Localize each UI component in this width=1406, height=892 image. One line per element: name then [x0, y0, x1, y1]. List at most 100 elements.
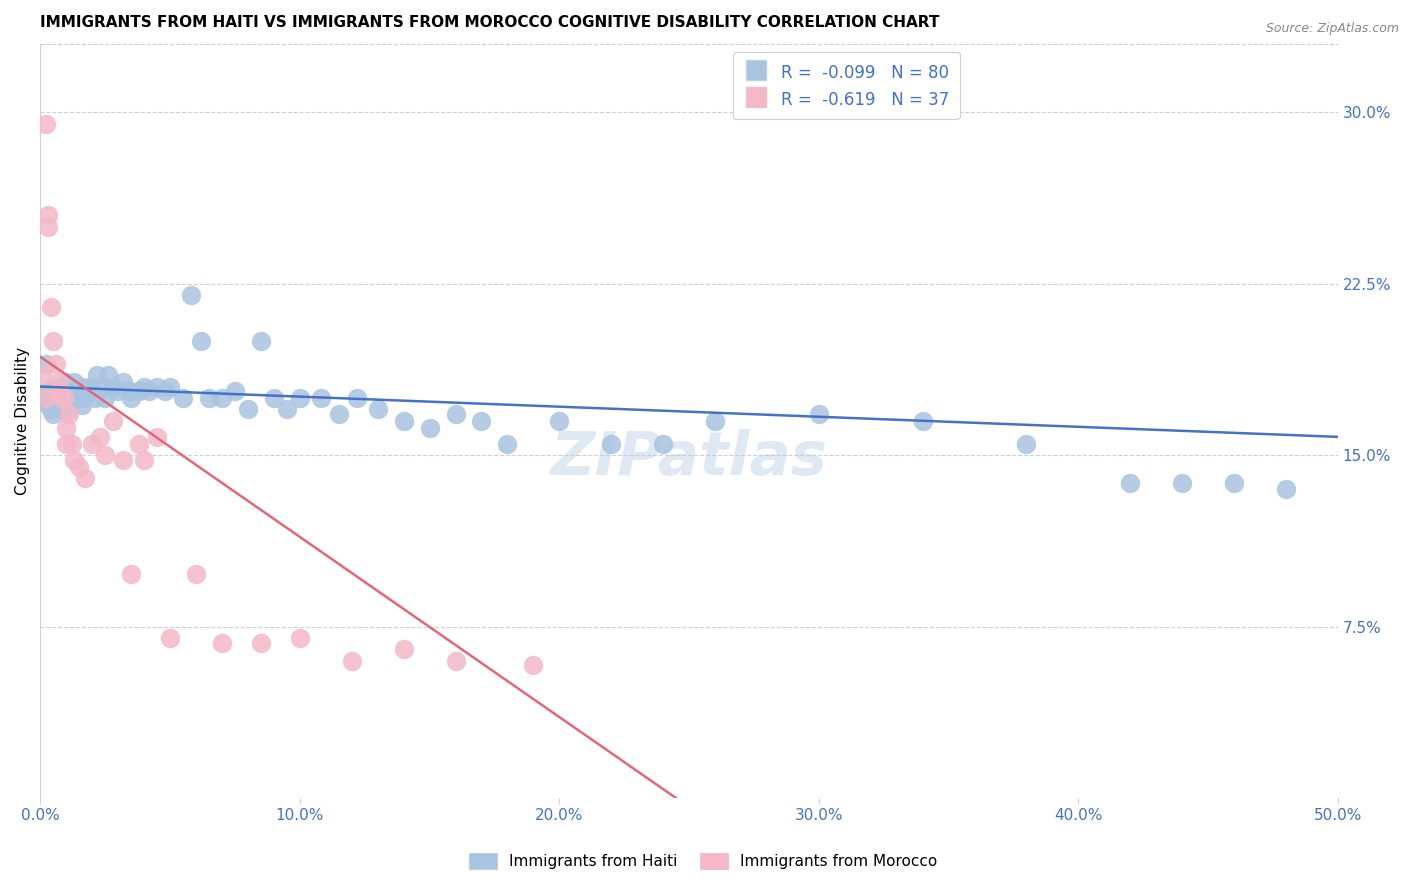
Point [70, 379, 93, 393]
Point [309, 391, 332, 405]
Point [107, 384, 129, 399]
Point [250, 635, 273, 649]
Point [63, 391, 86, 405]
Point [55, 436, 77, 450]
Point [94, 448, 117, 462]
Point [52, 391, 75, 405]
Point [112, 452, 135, 467]
Point [97, 368, 120, 383]
Point [128, 436, 150, 450]
Point [39, 391, 62, 405]
Point [73, 471, 96, 485]
Point [32, 368, 55, 383]
Point [236, 402, 259, 417]
Point [48, 389, 70, 403]
Point [101, 414, 124, 428]
Point [32, 391, 55, 405]
Point [94, 391, 117, 405]
Point [39, 300, 62, 314]
Point [51, 402, 73, 417]
Point [45, 357, 67, 371]
Point [288, 391, 311, 405]
Point [34, 117, 56, 131]
Point [128, 384, 150, 399]
Point [496, 436, 519, 450]
Point [704, 414, 727, 428]
Point [51, 391, 73, 405]
Point [63, 375, 86, 389]
Point [548, 414, 571, 428]
Point [45, 384, 67, 399]
Point [328, 407, 350, 421]
Point [34, 391, 56, 405]
Point [37, 384, 59, 399]
Point [146, 379, 169, 393]
Point [45, 393, 67, 408]
Point [444, 654, 467, 668]
Point [522, 658, 544, 673]
Point [190, 334, 212, 348]
Point [60, 391, 83, 405]
Point [58, 402, 80, 417]
Point [55, 375, 77, 389]
Point [89, 430, 111, 444]
Point [134, 452, 156, 467]
Point [367, 402, 389, 417]
Point [340, 654, 363, 668]
Point [146, 430, 169, 444]
Point [52, 379, 75, 393]
Point [1171, 475, 1194, 490]
Point [48, 384, 70, 399]
Point [120, 567, 142, 582]
Point [67, 391, 90, 405]
Point [224, 384, 246, 399]
Text: ZIPatlas: ZIPatlas [551, 429, 828, 488]
Point [79, 379, 101, 393]
Point [60, 436, 83, 450]
Legend: R =  -0.099   N = 80, R =  -0.619   N = 37: R = -0.099 N = 80, R = -0.619 N = 37 [733, 52, 960, 120]
Legend: Immigrants from Haiti, Immigrants from Morocco: Immigrants from Haiti, Immigrants from M… [463, 847, 943, 875]
Point [37, 208, 59, 222]
Point [159, 631, 181, 645]
Point [39, 402, 62, 417]
Point [652, 436, 675, 450]
Point [250, 334, 273, 348]
Point [91, 379, 114, 393]
Point [60, 384, 83, 399]
Text: IMMIGRANTS FROM HAITI VS IMMIGRANTS FROM MOROCCO COGNITIVE DISABILITY CORRELATIO: IMMIGRANTS FROM HAITI VS IMMIGRANTS FROM… [41, 15, 939, 30]
Point [55, 421, 77, 435]
Point [263, 391, 285, 405]
Point [58, 391, 80, 405]
Point [392, 642, 415, 657]
Point [911, 414, 934, 428]
Point [211, 391, 233, 405]
Y-axis label: Cognitive Disability: Cognitive Disability [15, 347, 30, 495]
Point [42, 379, 65, 393]
Point [346, 391, 368, 405]
Point [419, 421, 441, 435]
Point [83, 391, 105, 405]
Point [48, 398, 70, 412]
Point [86, 368, 108, 383]
Point [37, 398, 59, 412]
Point [42, 407, 65, 421]
Point [66, 384, 89, 399]
Point [58, 407, 80, 421]
Point [153, 384, 176, 399]
Point [807, 407, 830, 421]
Point [51, 391, 73, 405]
Point [67, 459, 90, 474]
Point [1274, 483, 1296, 497]
Point [1015, 436, 1038, 450]
Point [37, 219, 59, 234]
Point [138, 384, 160, 399]
Point [117, 384, 139, 399]
Point [34, 391, 56, 405]
Point [73, 391, 96, 405]
Point [82, 384, 104, 399]
Point [1223, 475, 1246, 490]
Point [1119, 475, 1142, 490]
Point [55, 391, 77, 405]
Point [276, 402, 298, 417]
Point [159, 379, 181, 393]
